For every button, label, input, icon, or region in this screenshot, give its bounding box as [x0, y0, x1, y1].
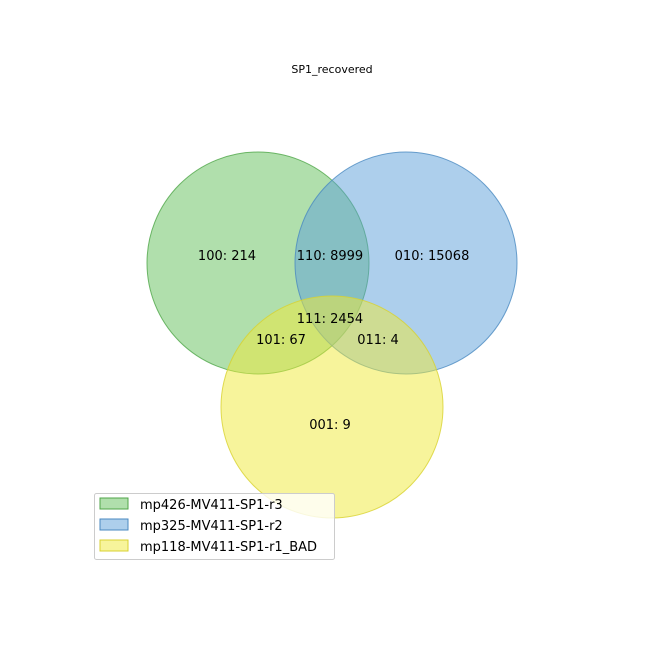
region-110-label: 110: 8999: [297, 249, 363, 264]
region-100-label: 100: 214: [198, 249, 256, 264]
legend-frame: [94, 493, 335, 560]
region-010-label: 010: 15068: [395, 249, 470, 264]
region-001-label: 001: 9: [309, 418, 351, 433]
legend-swatch-b: [99, 518, 129, 531]
chart-title: SP1_recovered: [291, 63, 372, 76]
legend-label-a: mp426-MV411-SP1-r3: [140, 498, 283, 513]
region-101-label: 101: 67: [256, 333, 306, 348]
legend-swatch-c: [99, 539, 129, 552]
legend-swatch-a: [99, 497, 129, 510]
region-011-label: 011: 4: [357, 333, 399, 348]
venn-circles: [146, 151, 518, 519]
region-111-label: 111: 2454: [297, 312, 363, 327]
legend: mp426-MV411-SP1-r3 mp325-MV411-SP1-r2 mp…: [94, 493, 335, 560]
legend-label-b: mp325-MV411-SP1-r2: [140, 519, 283, 534]
region-labels: 100: 214 110: 8999 010: 15068 111: 2454 …: [198, 249, 469, 433]
legend-label-c: mp118-MV411-SP1-r1_BAD: [140, 540, 317, 555]
set-c-circle: [220, 295, 444, 519]
